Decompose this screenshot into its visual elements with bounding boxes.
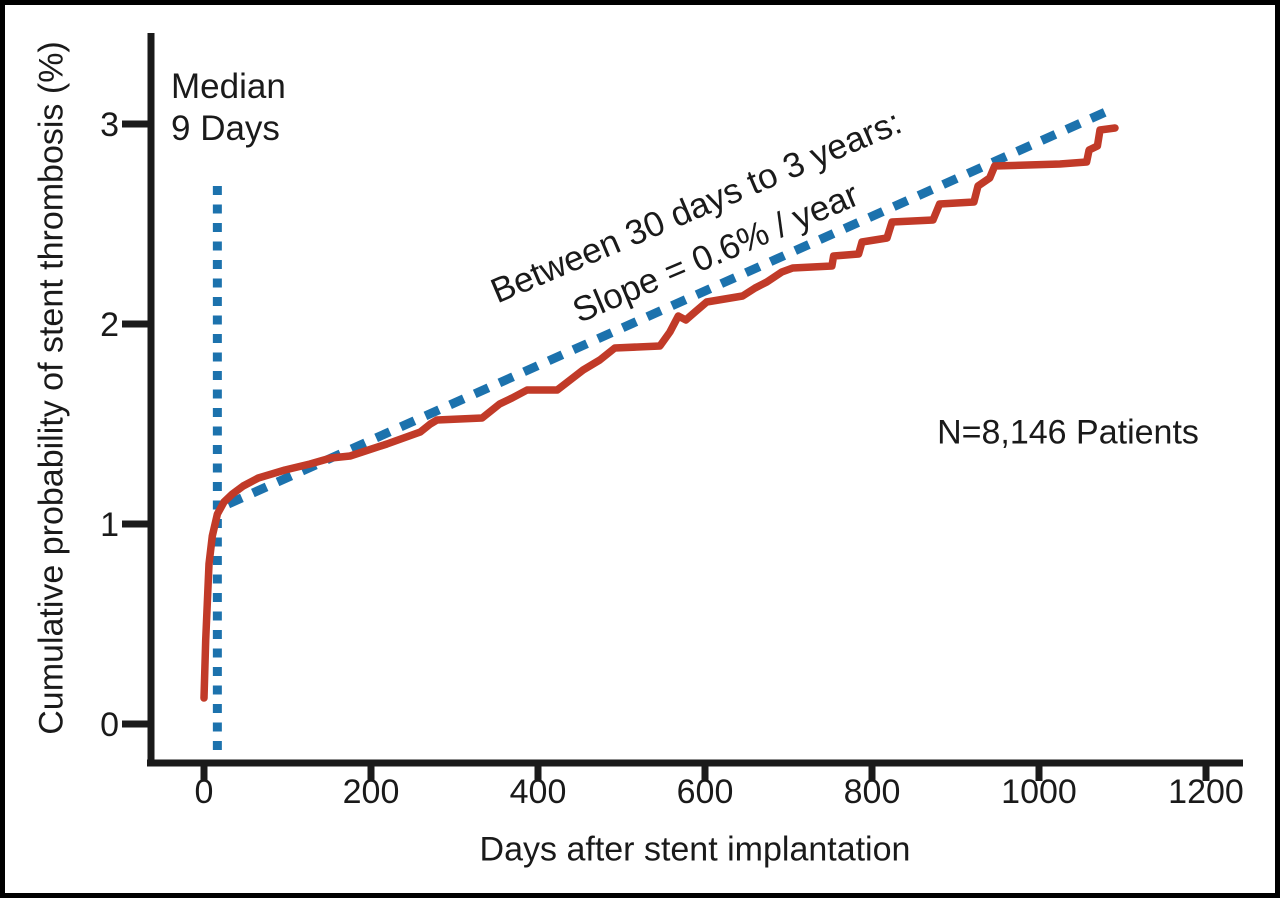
- cumulative-thrombosis-curve: [200, 124, 1119, 702]
- x-tick-label: 0: [195, 773, 214, 811]
- y-tick-label: 2: [100, 306, 119, 344]
- x-tick-label: 600: [677, 773, 734, 811]
- x-tick-label: 1200: [1168, 773, 1244, 811]
- y-tick-label: 1: [100, 506, 119, 544]
- median-annotation: Median 9 Days: [171, 66, 286, 150]
- x-tick-label: 200: [343, 773, 400, 811]
- y-tick-label: 3: [100, 106, 119, 144]
- y-axis-title: Cumulative probability of stent thrombos…: [32, 41, 71, 735]
- x-axis-title: Days after stent implantation: [479, 830, 911, 869]
- median-annotation-line1: Median: [171, 67, 286, 106]
- x-tick-label: 800: [844, 773, 901, 811]
- median-annotation-line2: 9 Days: [171, 109, 280, 148]
- n-patients-label: N=8,146 Patients: [937, 413, 1199, 452]
- y-tick-label: 0: [100, 706, 119, 744]
- x-tick-label: 400: [510, 773, 567, 811]
- x-tick-label: 1000: [1001, 773, 1077, 811]
